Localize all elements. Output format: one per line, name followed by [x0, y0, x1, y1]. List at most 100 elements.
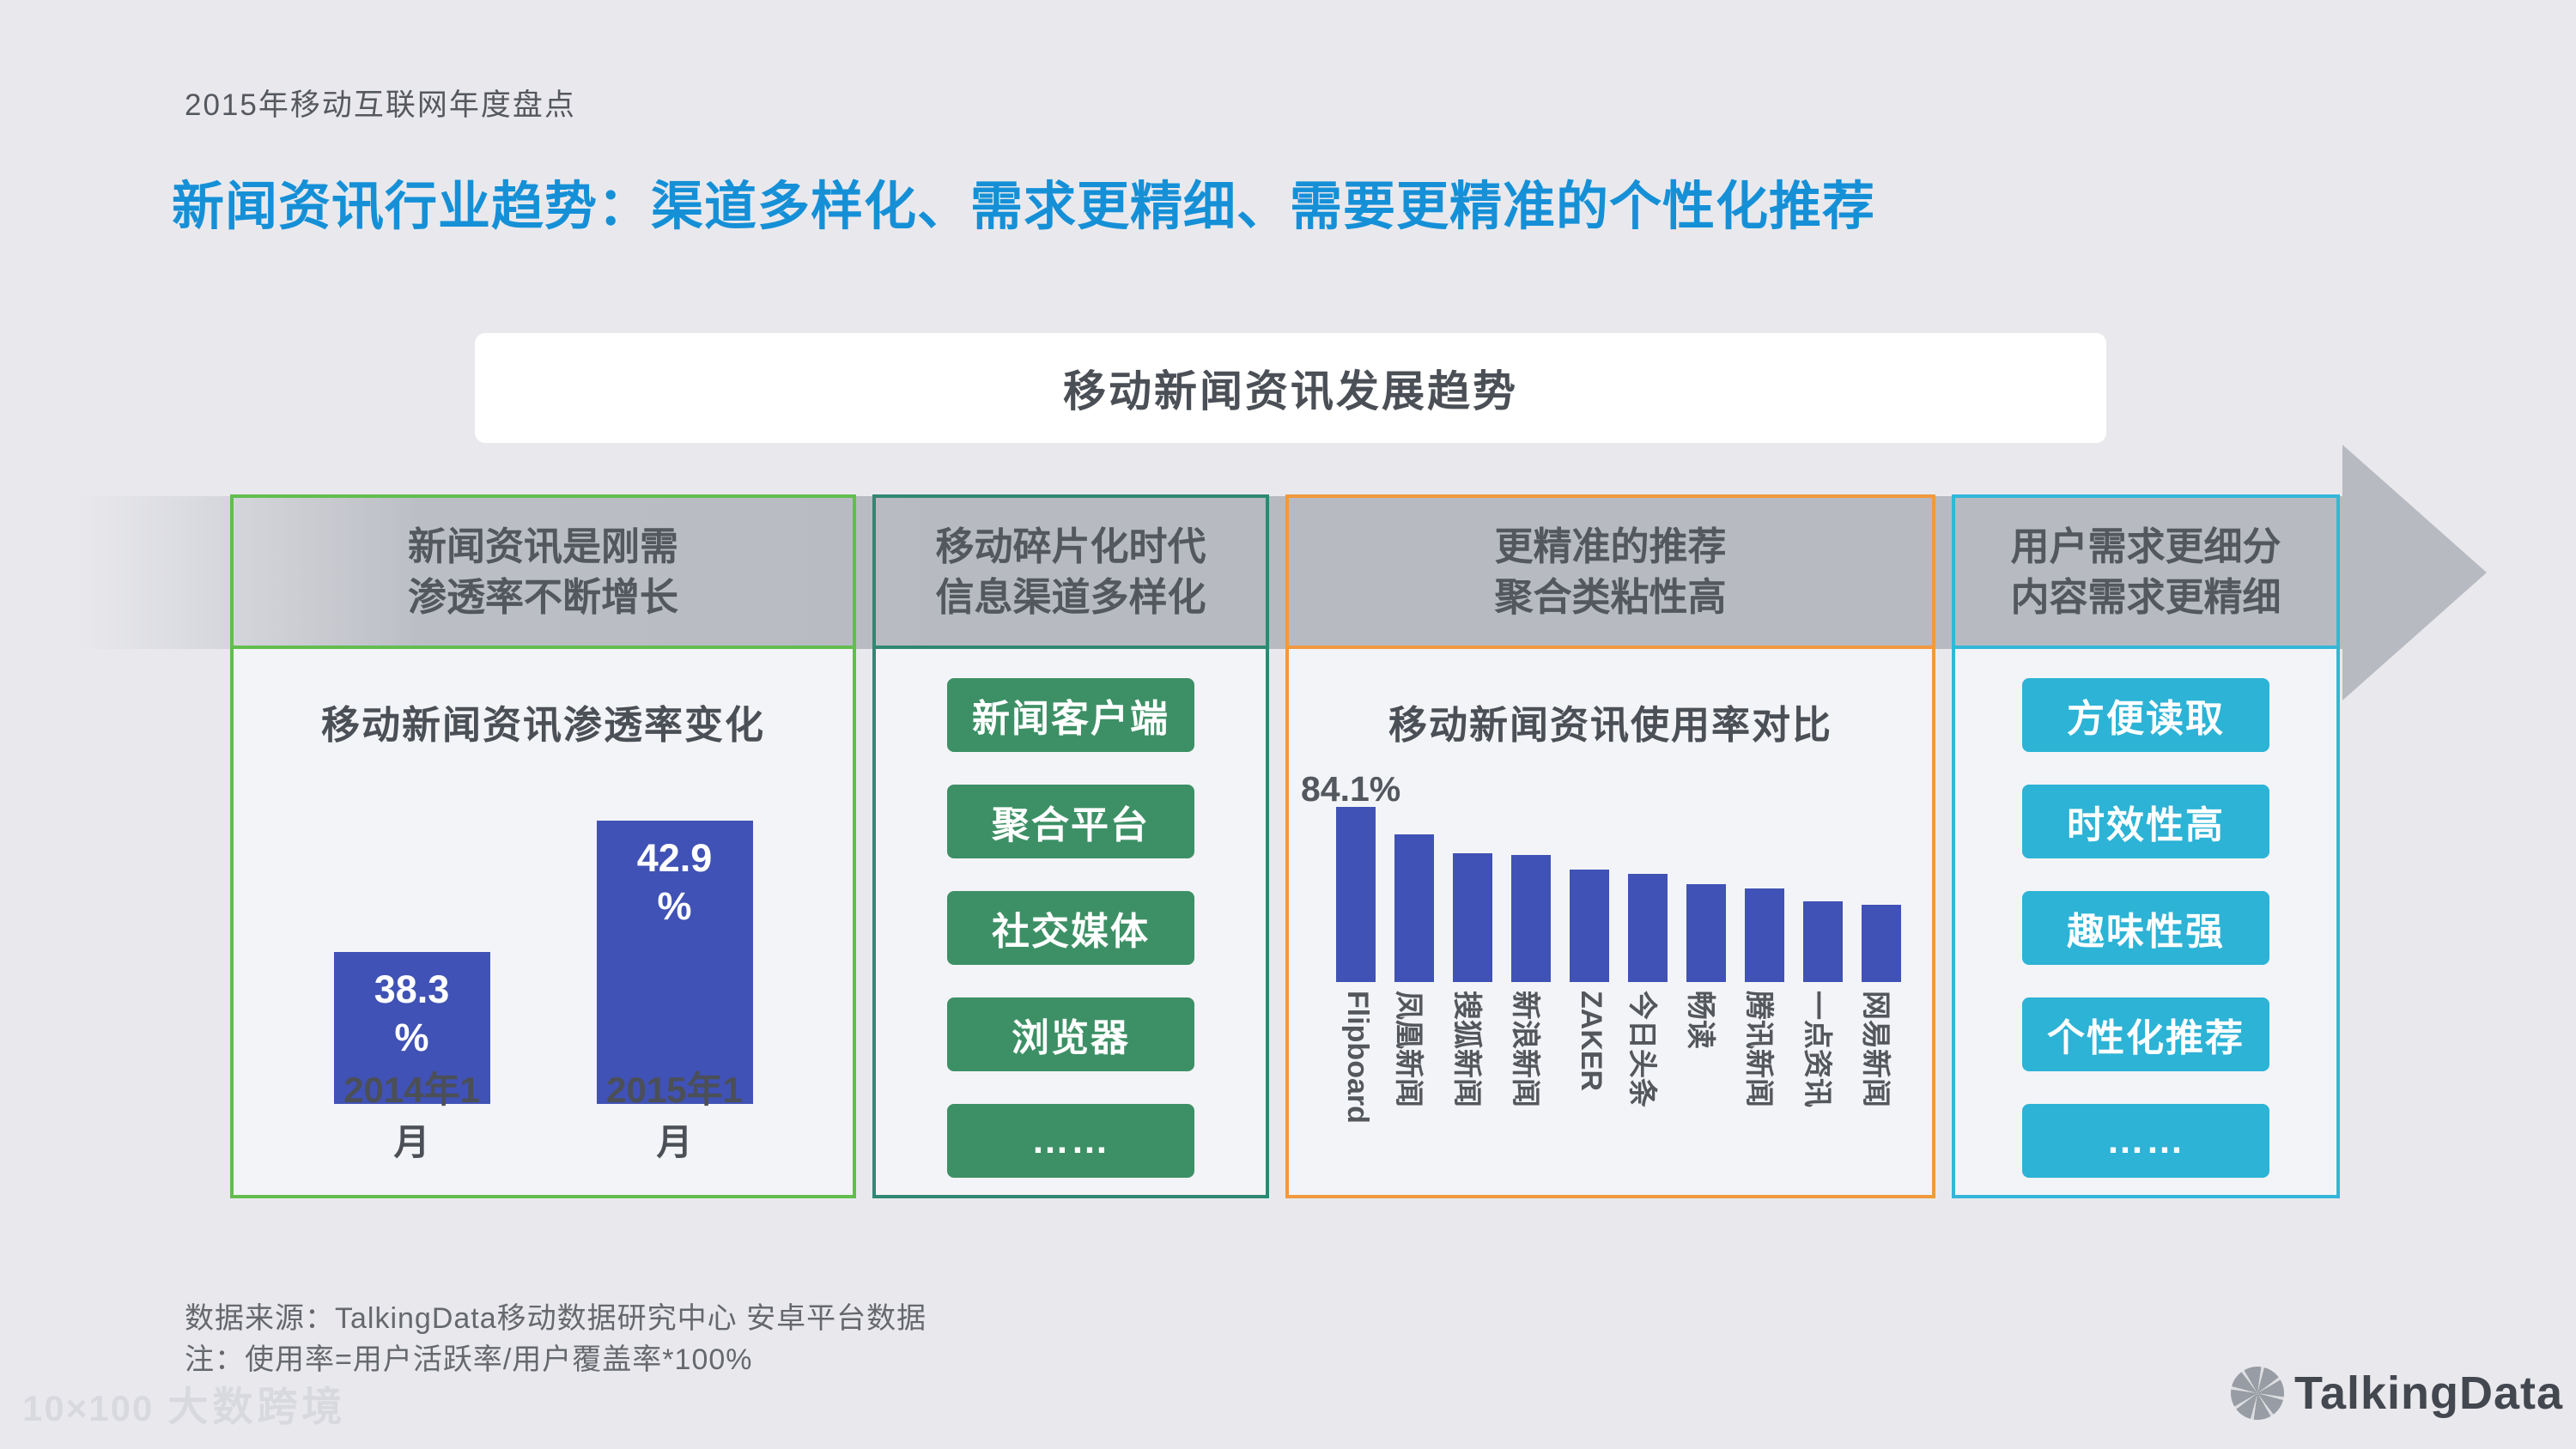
- x-axis-label: 新浪新闻: [1509, 991, 1541, 1107]
- source-note: 数据来源：TalkingData移动数据研究中心 安卓平台数据: [185, 1302, 927, 1335]
- usage-bar: [1511, 855, 1551, 982]
- bar-value-label: 38.3: [374, 967, 450, 1011]
- panel-usage-body: 移动新闻资讯使用率对比 84.1% Flipboard 凤凰新闻 搜狐新闻 新浪新闻 Z…: [1289, 649, 1932, 1195]
- need-button: 趣味性强: [2022, 891, 2269, 965]
- x-axis-label-box: ZAKER: [1560, 982, 1619, 1185]
- usage-bar-column: ZAKER: [1560, 800, 1619, 1185]
- usage-bar: [1453, 853, 1492, 982]
- usage-bar-area: [1443, 800, 1502, 982]
- penetration-bars: 38.3% 42.9%: [234, 821, 853, 1104]
- bar-unit-label: %: [657, 884, 692, 929]
- usage-bar: [1336, 807, 1376, 982]
- bar-value-label: 42.9: [636, 836, 713, 880]
- usage-bar-area: [1327, 800, 1385, 982]
- x-axis-label: 一点资讯: [1801, 991, 1833, 1107]
- bar-category-label: 2015年1月: [606, 1070, 743, 1162]
- usage-bar-column: 搜狐新闻: [1443, 800, 1502, 1185]
- panel-penetration-header: 新闻资讯是刚需 渗透率不断增长: [234, 498, 853, 649]
- bar-unit-label: %: [394, 1016, 429, 1060]
- need-button: 个性化推荐: [2022, 997, 2269, 1071]
- page-title: 新闻资讯行业趋势：渠道多样化、需求更精细、需要更精准的个性化推荐: [172, 177, 1876, 235]
- panel-channels-header: 移动碎片化时代 信息渠道多样化: [876, 498, 1266, 649]
- channel-button: 浏览器: [947, 997, 1194, 1071]
- channel-button: 聚合平台: [947, 785, 1194, 858]
- usage-bar: [1628, 874, 1668, 982]
- x-axis-label-box: 新浪新闻: [1502, 982, 1560, 1185]
- penetration-bar: 42.9%: [596, 821, 753, 1104]
- x-axis-label-box: 畅读: [1677, 982, 1735, 1185]
- x-axis-label-box: 凤凰新闻: [1385, 982, 1443, 1185]
- banner: 移动新闻资讯发展趋势: [475, 333, 2106, 443]
- usage-bar-area: [1852, 800, 1911, 982]
- panel-needs-body: 方便读取时效性高趣味性强个性化推荐 ……: [1955, 649, 2336, 1195]
- x-axis-label: 今日头条: [1625, 991, 1658, 1107]
- channel-button: ……: [947, 1104, 1194, 1178]
- trend-arrow-head-icon: [2342, 445, 2487, 700]
- panel-needs: 用户需求更细分 内容需求更精细 方便读取时效性高趣味性强个性化推荐 ……: [1952, 494, 2340, 1198]
- header-line: 更精准的推荐: [1494, 524, 1727, 568]
- watermark: 10×100 大数跨境: [22, 1373, 346, 1433]
- usage-bar-area: [1677, 800, 1735, 982]
- need-button: 方便读取: [2022, 678, 2269, 752]
- kicker: 2015年移动互联网年度盘点: [185, 88, 576, 122]
- need-buttons: 方便读取时效性高趣味性强个性化推荐 ……: [1955, 678, 2336, 1178]
- x-axis-label: 凤凰新闻: [1392, 991, 1425, 1107]
- usage-bar: [1803, 901, 1843, 982]
- panels-row: 新闻资讯是刚需 渗透率不断增长 移动新闻资讯渗透率变化 38.3% 42.9% 2…: [230, 494, 2340, 1198]
- channel-button: 社交媒体: [947, 891, 1194, 965]
- usage-bar-area: [1560, 800, 1619, 982]
- channel-button: 新闻客户端: [947, 678, 1194, 752]
- usage-bar-column: 凤凰新闻: [1385, 800, 1443, 1185]
- x-axis-label: 网易新闻: [1859, 991, 1892, 1107]
- header-line: 聚合类粘性高: [1494, 575, 1727, 619]
- usage-bar-area: [1735, 800, 1794, 982]
- watermark-logo-icon: 10×100: [22, 1388, 155, 1428]
- penetration-bar-labels: 2014年1月 2015年1月: [234, 1061, 853, 1166]
- x-axis-label-box: 搜狐新闻: [1443, 982, 1502, 1185]
- channel-buttons: 新闻客户端聚合平台社交媒体浏览器 ……: [876, 678, 1266, 1178]
- panel-usage: 更精准的推荐 聚合类粘性高 移动新闻资讯使用率对比 84.1% Flipboar…: [1285, 494, 1935, 1198]
- x-axis-label: Flipboard: [1341, 991, 1374, 1124]
- x-axis-label: 搜狐新闻: [1450, 991, 1483, 1107]
- trend-arrow-band: [77, 496, 2344, 649]
- x-axis-label-box: 一点资讯: [1794, 982, 1852, 1185]
- usage-chart-title: 移动新闻资讯使用率对比: [1388, 703, 1832, 747]
- usage-bar: [1745, 888, 1784, 982]
- panel-penetration-body: 移动新闻资讯渗透率变化 38.3% 42.9% 2014年1月 2015年1月: [234, 649, 853, 1195]
- panel-needs-header: 用户需求更细分 内容需求更精细: [1955, 498, 2336, 649]
- header-line: 用户需求更细分: [2010, 524, 2281, 568]
- usage-bars: Flipboard 凤凰新闻 搜狐新闻 新浪新闻 ZAKER 今日头条 畅读 腾讯新闻 一点资讯…: [1327, 800, 1911, 1185]
- x-axis-label: 腾讯新闻: [1742, 991, 1775, 1107]
- usage-bar-column: 一点资讯: [1794, 800, 1852, 1185]
- x-axis-label-box: Flipboard: [1327, 982, 1385, 1185]
- banner-title: 移动新闻资讯发展趋势: [1063, 367, 1518, 415]
- header-line: 移动碎片化时代: [935, 524, 1206, 568]
- talkingdata-logo: TalkingData: [2231, 1367, 2563, 1420]
- usage-bar: [1570, 870, 1609, 982]
- panel-penetration: 新闻资讯是刚需 渗透率不断增长 移动新闻资讯渗透率变化 38.3% 42.9% 2…: [230, 494, 856, 1198]
- usage-bar-area: [1794, 800, 1852, 982]
- panel-channels-body: 新闻客户端聚合平台社交媒体浏览器 ……: [876, 649, 1266, 1195]
- need-button: ……: [2022, 1104, 2269, 1178]
- bar-category-label: 2014年1月: [343, 1070, 480, 1162]
- talkingdata-logo-text: TalkingData: [2294, 1367, 2564, 1419]
- header-line: 渗透率不断增长: [407, 575, 678, 619]
- usage-bar-column: 今日头条: [1619, 800, 1677, 1185]
- usage-top-value-label: 84.1%: [1301, 769, 1401, 809]
- x-axis-label-box: 网易新闻: [1852, 982, 1911, 1185]
- penetration-bar: 38.3%: [333, 952, 490, 1104]
- need-button: 时效性高: [2022, 785, 2269, 858]
- x-axis-label-box: 腾讯新闻: [1735, 982, 1794, 1185]
- usage-bar-column: 畅读: [1677, 800, 1735, 1185]
- panel-usage-header: 更精准的推荐 聚合类粘性高: [1289, 498, 1932, 649]
- usage-bar-area: [1502, 800, 1560, 982]
- usage-bar-column: 网易新闻: [1852, 800, 1911, 1185]
- usage-bar: [1394, 834, 1434, 982]
- x-axis-label: 畅读: [1684, 991, 1716, 1049]
- x-axis-label-box: 今日头条: [1619, 982, 1677, 1185]
- x-axis-label: ZAKER: [1575, 991, 1607, 1092]
- usage-bar-column: 新浪新闻: [1502, 800, 1560, 1185]
- usage-bar-area: [1385, 800, 1443, 982]
- header-line: 新闻资讯是刚需: [407, 524, 678, 568]
